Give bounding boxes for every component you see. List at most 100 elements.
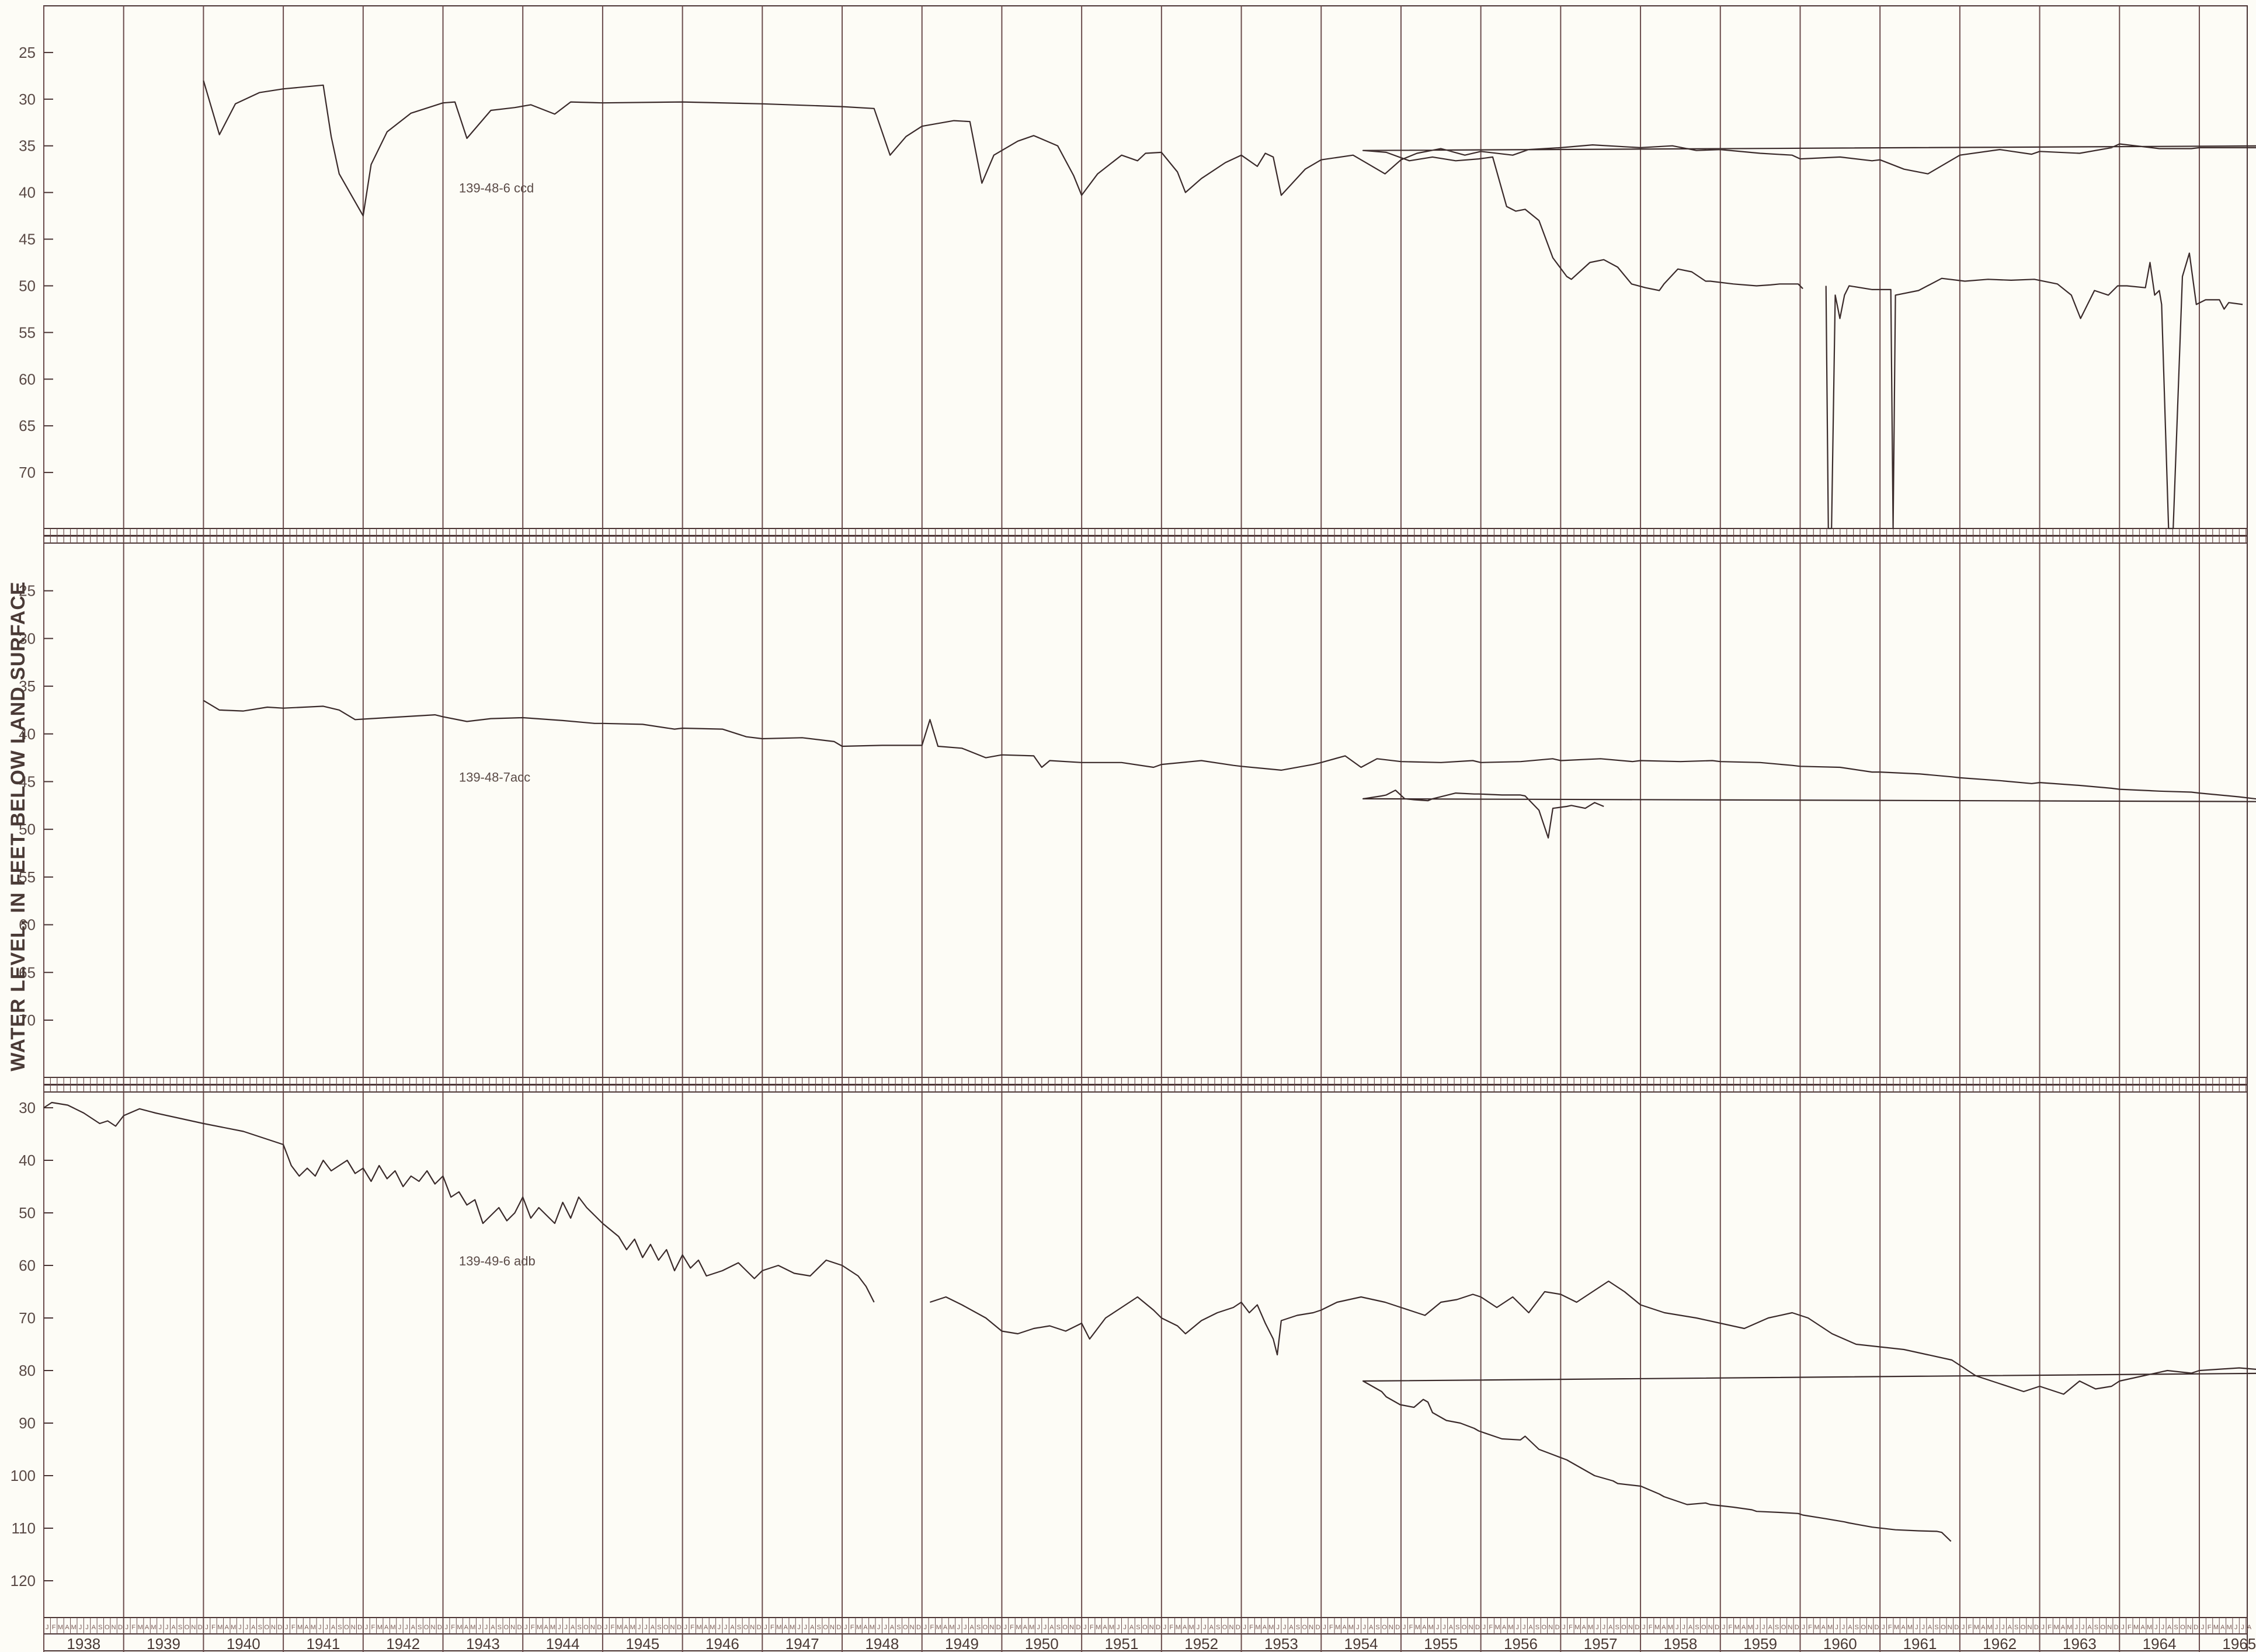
month-label: D — [2194, 1624, 2198, 1631]
month-label: M — [630, 1624, 635, 1631]
y-tick-label: 35 — [19, 137, 36, 155]
month-label: J — [524, 1624, 528, 1631]
month-label: F — [1968, 1624, 1972, 1631]
month-label: O — [1941, 1624, 1946, 1631]
y-tick-label: 40 — [19, 725, 36, 743]
month-label: J — [724, 1624, 728, 1631]
year-label: 1965 — [2222, 1635, 2256, 1652]
month-label: J — [165, 1624, 169, 1631]
month-label: J — [398, 1624, 402, 1631]
year-label: 1945 — [625, 1635, 659, 1652]
month-label: M — [870, 1624, 875, 1631]
y-tick-label: 70 — [19, 1011, 36, 1029]
month-label: O — [424, 1624, 429, 1631]
month-label: J — [565, 1624, 568, 1631]
month-label: J — [1083, 1624, 1087, 1631]
month-label: O — [1462, 1624, 1467, 1631]
month-label: S — [1615, 1624, 1619, 1631]
month-label: S — [98, 1624, 102, 1631]
month-label: F — [2128, 1624, 2132, 1631]
month-label: F — [1649, 1624, 1653, 1631]
month-label: F — [1329, 1624, 1333, 1631]
month-label: A — [704, 1624, 708, 1631]
month-label: F — [1249, 1624, 1253, 1631]
month-label: F — [850, 1624, 854, 1631]
well-label: 139-48-7acc — [459, 770, 530, 784]
month-label: N — [830, 1624, 835, 1631]
month-label: A — [1928, 1624, 1932, 1631]
month-label: N — [1389, 1624, 1393, 1631]
month-label: F — [690, 1624, 694, 1631]
month-label: A — [1209, 1624, 1214, 1631]
month-label: A — [411, 1624, 416, 1631]
month-label: F — [611, 1624, 615, 1631]
month-label: A — [1263, 1624, 1267, 1631]
month-label: S — [2014, 1624, 2018, 1631]
well-hydrograph-line — [43, 1101, 875, 1303]
month-label: A — [544, 1624, 548, 1631]
month-label: J — [884, 1624, 887, 1631]
month-label: F — [1489, 1624, 1493, 1631]
month-label: S — [1375, 1624, 1379, 1631]
month-label: J — [79, 1624, 82, 1631]
month-label: A — [65, 1624, 69, 1631]
month-label: S — [498, 1624, 502, 1631]
month-label: J — [1962, 1624, 1965, 1631]
month-label: N — [1868, 1624, 1872, 1631]
month-label: A — [171, 1624, 176, 1631]
month-label: S — [737, 1624, 741, 1631]
month-label: J — [1283, 1624, 1287, 1631]
month-label: D — [1316, 1624, 1320, 1631]
month-label: M — [550, 1624, 555, 1631]
well-label: 139-48-6 ccd — [459, 181, 534, 196]
month-label: D — [198, 1624, 203, 1631]
month-label: J — [318, 1624, 322, 1631]
month-label: O — [1062, 1624, 1068, 1631]
month-label: N — [1948, 1624, 1952, 1631]
month-label: S — [1296, 1624, 1300, 1631]
month-label: M — [697, 1624, 702, 1631]
month-label: O — [105, 1624, 110, 1631]
y-tick-label: 35 — [19, 677, 36, 695]
month-label: O — [1142, 1624, 1148, 1631]
month-label: O — [1861, 1624, 1866, 1631]
month-label: M — [457, 1624, 462, 1631]
y-tick-label: 45 — [19, 773, 36, 790]
month-label: A — [1449, 1624, 1454, 1631]
month-label: F — [2048, 1624, 2052, 1631]
month-label: M — [231, 1624, 236, 1631]
month-label: J — [1356, 1624, 1360, 1631]
month-label: A — [2008, 1624, 2012, 1631]
month-label: J — [1243, 1624, 1246, 1631]
month-label: D — [1635, 1624, 1639, 1631]
month-label: F — [1808, 1624, 1812, 1631]
month-label: M — [1814, 1624, 1819, 1631]
month-label: J — [2081, 1624, 2085, 1631]
month-label: J — [2154, 1624, 2158, 1631]
month-label: J — [1037, 1624, 1040, 1631]
month-label: J — [478, 1624, 481, 1631]
month-label: A — [92, 1624, 96, 1631]
month-label: J — [1802, 1624, 1805, 1631]
year-label: 1944 — [546, 1635, 580, 1652]
month-label: J — [1323, 1624, 1326, 1631]
month-label: J — [1642, 1624, 1646, 1631]
month-label: O — [2101, 1624, 2106, 1631]
year-label: 1939 — [147, 1635, 180, 1652]
month-label: O — [583, 1624, 589, 1631]
month-label: J — [1516, 1624, 1520, 1631]
month-label: A — [1661, 1624, 1666, 1631]
month-label: A — [1981, 1624, 1986, 1631]
month-label: D — [357, 1624, 362, 1631]
month-label: A — [863, 1624, 868, 1631]
month-label: M — [1974, 1624, 1979, 1631]
y-tick-label: 50 — [19, 820, 36, 838]
month-label: J — [245, 1624, 249, 1631]
y-tick-label: 80 — [19, 1362, 36, 1379]
month-label: J — [238, 1624, 242, 1631]
y-tick-label: 30 — [19, 91, 36, 108]
month-label: J — [924, 1624, 927, 1631]
month-label: M — [1574, 1624, 1580, 1631]
month-label: M — [2067, 1624, 2072, 1631]
month-label: D — [1475, 1624, 1480, 1631]
